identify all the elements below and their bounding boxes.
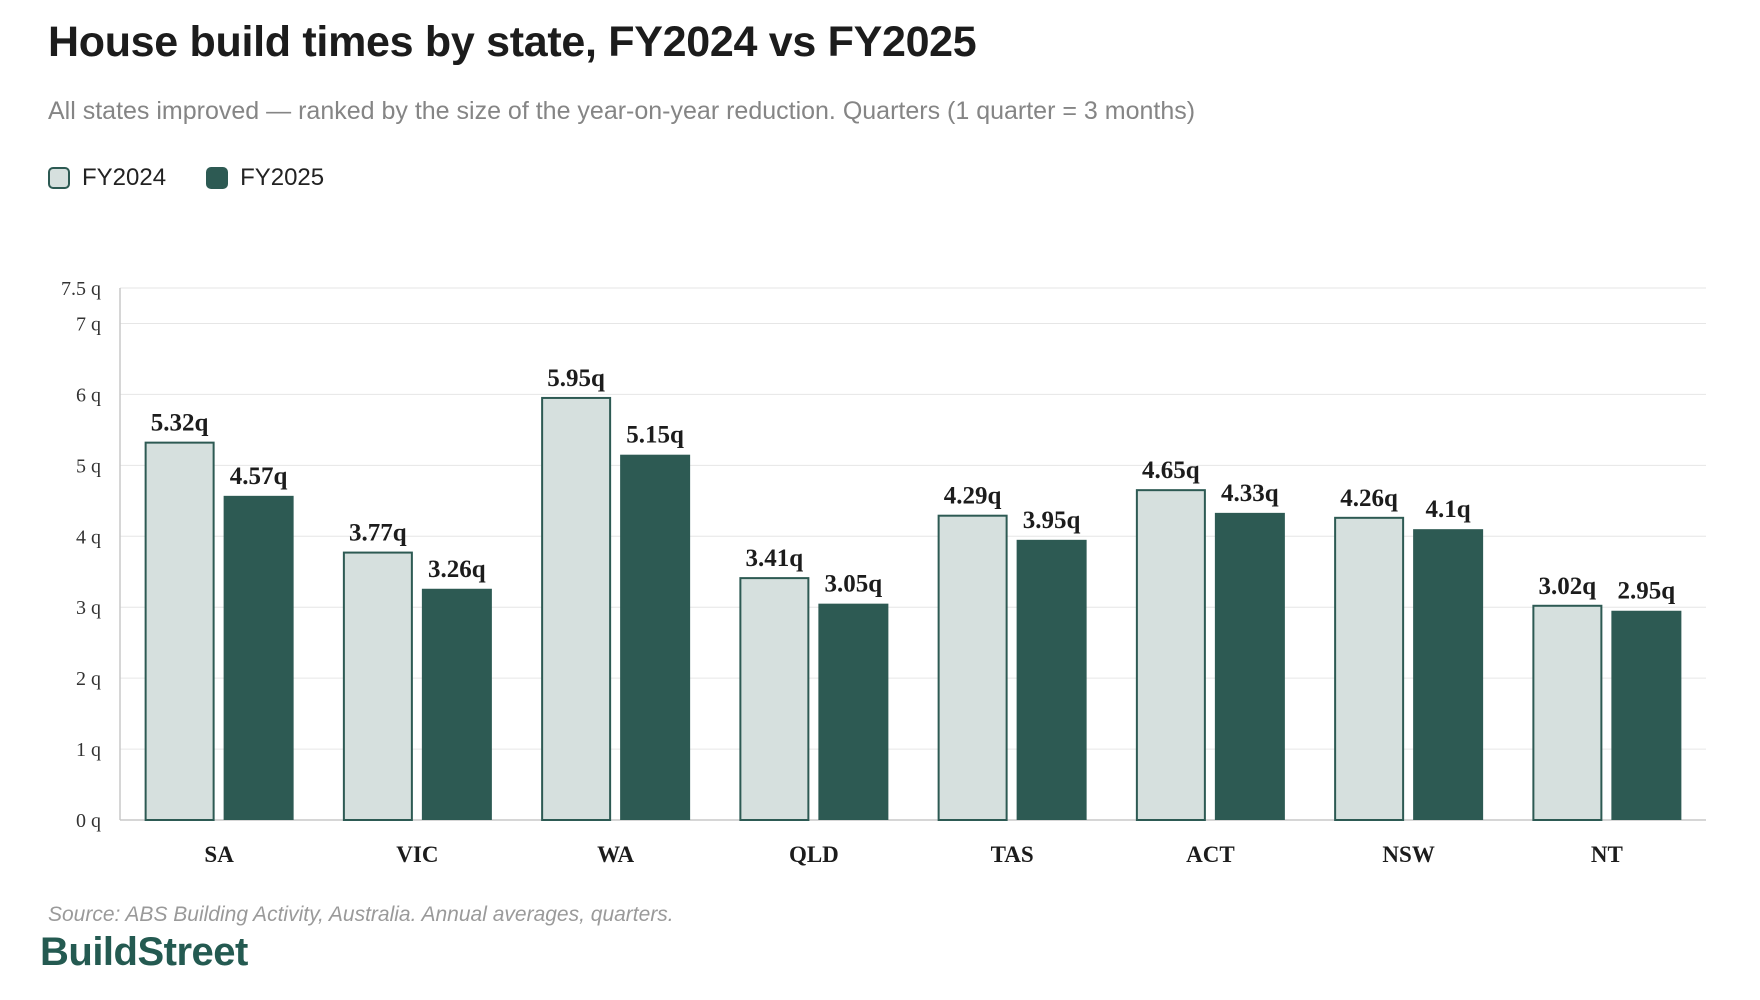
data-label: 3.05q [825,571,883,598]
legend-swatch-fy2024 [48,167,70,189]
y-tick-label: 1 q [76,739,101,761]
y-tick-label: 7.5 q [61,278,101,300]
brand-logo: BuildStreet [40,930,248,974]
x-tick-label: ACT [1186,842,1235,867]
data-label: 3.26q [428,556,486,583]
bar-nt-fy2024 [1532,604,1603,821]
chart-title: House build times by state, FY2024 vs FY… [48,18,977,66]
legend-swatch-fy2025 [206,167,229,189]
data-label: 5.32q [151,410,209,437]
x-tick-label: SA [204,842,234,867]
bar-act-fy2025 [1214,512,1285,820]
bar-sa-fy2024 [144,441,215,821]
x-tick-label: VIC [396,842,438,867]
data-label: 4.65q [1142,457,1200,484]
data-label: 4.29q [944,483,1002,510]
legend-label-fy2024: FY2024 [82,164,167,191]
data-label: 4.57q [230,463,288,490]
data-label: 3.02q [1539,573,1597,600]
x-tick-label: WA [597,842,634,867]
bar-sa-fy2025 [223,495,294,820]
data-label: 3.41q [746,545,804,572]
legend-label-fy2025: FY2025 [240,164,325,191]
legend-item-fy2024: FY2024 [48,164,166,192]
bar-act-fy2024 [1135,489,1206,821]
y-tick-label: 5 q [76,455,101,477]
x-tick-label: TAS [991,842,1034,867]
data-label: 4.33q [1221,480,1279,507]
bar-nsw-fy2024 [1334,516,1405,821]
y-tick-label: 0 q [76,810,101,832]
chart-subtitle: All states improved — ranked by the size… [48,97,1196,125]
data-label: 3.77q [349,520,407,547]
y-tick-label: 4 q [76,526,101,548]
y-tick-label: 6 q [76,384,101,406]
bar-qld-fy2024 [739,577,810,821]
x-tick-label: QLD [789,842,839,867]
y-tick-label: 7 q [76,313,101,335]
source-note: Source: ABS Building Activity, Australia… [48,903,674,926]
bar-tas-fy2024 [937,514,1008,821]
y-tick-label: 3 q [76,597,101,619]
bar-wa-fy2024 [541,396,612,821]
data-label: 3.95q [1023,507,1081,534]
x-tick-label: NT [1591,842,1623,867]
data-label: 5.15q [626,422,684,449]
x-tick-label: NSW [1382,842,1434,867]
legend: FY2024 FY2025 [48,164,324,192]
data-label: 4.1q [1426,496,1471,523]
legend-item-fy2025: FY2025 [206,164,324,192]
data-label: 2.95q [1618,578,1676,605]
data-label: 4.26q [1340,485,1398,512]
bar-nsw-fy2025 [1413,529,1484,820]
bar-qld-fy2025 [818,603,889,820]
bar-tas-fy2025 [1016,539,1087,820]
data-label: 5.95q [547,365,605,392]
bar-vic-fy2025 [421,588,492,820]
y-tick-label: 2 q [76,668,101,690]
bar-nt-fy2025 [1611,610,1682,820]
bar-wa-fy2025 [620,454,691,820]
bar-vic-fy2024 [342,551,413,822]
